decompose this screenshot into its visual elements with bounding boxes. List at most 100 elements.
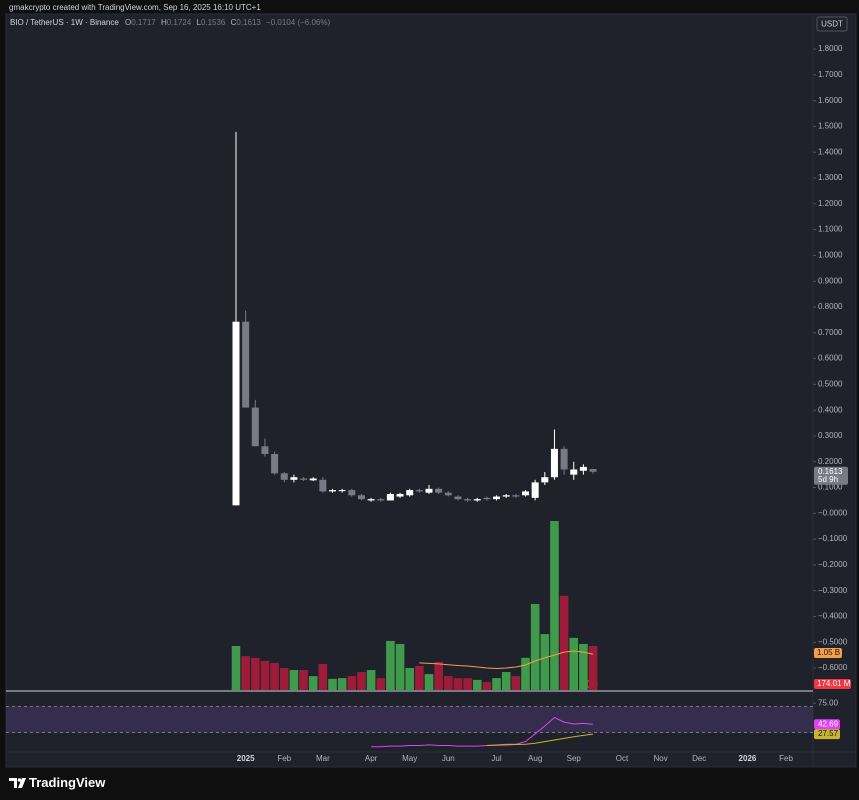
- y-tick-label: 1.0000: [818, 251, 843, 260]
- x-tick-label: 2026: [739, 754, 757, 763]
- volume-bar: [386, 640, 395, 690]
- candle-body: [396, 493, 404, 497]
- rsi-label: 42.69: [818, 719, 839, 728]
- candle-body: [579, 466, 587, 471]
- y-tick-label: 1.6000: [818, 96, 843, 105]
- brand-icon-dot: [17, 778, 22, 782]
- volume-ma-line: [419, 650, 594, 670]
- currency[interactable]: USDT: [821, 20, 843, 29]
- y-tick-label: −0.2000: [818, 560, 848, 569]
- candle-body: [493, 496, 501, 500]
- x-tick-label: Nov: [653, 754, 667, 763]
- candle-body: [329, 490, 336, 492]
- ohlc-value: 0.1724: [167, 18, 192, 27]
- volume-bar: [434, 661, 443, 690]
- y-tick-label: 1.5000: [818, 122, 843, 131]
- rsi-tick-label: 75.00: [818, 698, 839, 707]
- ohlc-letter: H: [161, 18, 167, 27]
- volume-bar: [424, 674, 434, 690]
- y-tick-label: 1.3000: [818, 173, 843, 182]
- candle-body: [309, 478, 317, 481]
- y-tick-label: −0.6000: [818, 663, 848, 672]
- y-tick-label: 0.4000: [818, 405, 843, 414]
- candle-body: [560, 448, 568, 470]
- volume-bar: [366, 670, 376, 690]
- rsi-ma-label-box: [814, 729, 840, 740]
- y-tick-label: 0.7000: [818, 328, 843, 337]
- volume-bar: [550, 521, 559, 690]
- volume-bar: [328, 678, 337, 690]
- y-tick-label: 0.1000: [818, 483, 843, 492]
- y-tick-label: 1.1000: [818, 225, 843, 234]
- rsi-ma-label: 27.57: [818, 729, 839, 738]
- candle-body: [406, 490, 414, 496]
- volume-bar: [569, 637, 579, 690]
- candle-body: [251, 407, 259, 447]
- volume-bar: [251, 657, 260, 690]
- chart-legend: BIO / TetherUS · 1W · Binance O0.1717 H0…: [10, 18, 330, 27]
- candle-body: [541, 477, 549, 483]
- change: −0.0104 (−6.06%): [266, 18, 330, 27]
- rsi-ma-line: [486, 733, 594, 746]
- y-tick-label: 0.6000: [818, 354, 843, 363]
- volume-label-box: [814, 679, 851, 689]
- volume-bar: [395, 643, 405, 690]
- y-tick-label: −0.1000: [818, 534, 848, 543]
- price-label-box: [814, 466, 848, 485]
- candle-body: [357, 495, 365, 500]
- y-tick-label: −0.0000: [818, 508, 848, 517]
- volume-bar: [579, 643, 588, 690]
- candle-body: [386, 493, 394, 501]
- ohlc-letter: C: [231, 18, 237, 27]
- volume-bar: [521, 657, 530, 690]
- countdown: 5d 9h: [818, 475, 838, 484]
- x-tick-label: Feb: [277, 754, 291, 763]
- volume-bar: [279, 667, 289, 690]
- volume-bar: [405, 667, 414, 690]
- x-tick-label: Aug: [528, 754, 542, 763]
- x-tick-label: May: [402, 754, 417, 763]
- volume-bar: [289, 670, 299, 690]
- x-tick-label: Dec: [692, 754, 706, 763]
- candle-body: [377, 499, 385, 501]
- candle-body: [415, 490, 423, 492]
- volume-bar: [540, 634, 550, 690]
- candle-body: [531, 482, 539, 498]
- x-tick-label: Apr: [365, 754, 378, 763]
- candle-body: [512, 495, 520, 497]
- y-tick-label: 0.3000: [818, 431, 843, 440]
- brand: TradingView: [29, 775, 106, 790]
- ohlc-value: 0.1536: [201, 18, 226, 27]
- volume-ma-label-box: [814, 648, 842, 658]
- volume-bar: [318, 663, 328, 690]
- rsi-band: [6, 706, 813, 733]
- ohlc-letter: O: [125, 18, 131, 27]
- candle-body: [454, 496, 462, 500]
- candle-body: [232, 321, 240, 506]
- x-tick-label: 2025: [237, 754, 255, 763]
- x-tick-label: Sep: [567, 754, 582, 763]
- volume-bar: [492, 678, 501, 690]
- volume-bar: [241, 656, 250, 690]
- rsi-label-box: [814, 719, 840, 730]
- candle-body: [435, 488, 443, 493]
- volume-label: 174.01 M: [817, 679, 851, 688]
- volume-bar: [511, 676, 521, 690]
- volume-bar: [482, 681, 492, 690]
- candle-body: [483, 497, 491, 500]
- y-tick-label: 1.8000: [818, 44, 843, 53]
- candle-body: [473, 499, 481, 501]
- candle-body: [425, 488, 433, 493]
- volume-bar: [347, 676, 357, 690]
- candle-body: [348, 490, 356, 496]
- volume-bar: [376, 678, 386, 690]
- volume-bar: [472, 679, 482, 690]
- y-tick-label: 1.4000: [818, 147, 843, 156]
- x-tick-label: Oct: [616, 754, 629, 763]
- y-tick-label: 1.7000: [818, 70, 843, 79]
- currency-button[interactable]: [816, 16, 848, 32]
- candle-body: [444, 492, 452, 496]
- brand-icon: [9, 778, 26, 788]
- volume-bar: [357, 672, 366, 690]
- candle-body: [367, 499, 375, 501]
